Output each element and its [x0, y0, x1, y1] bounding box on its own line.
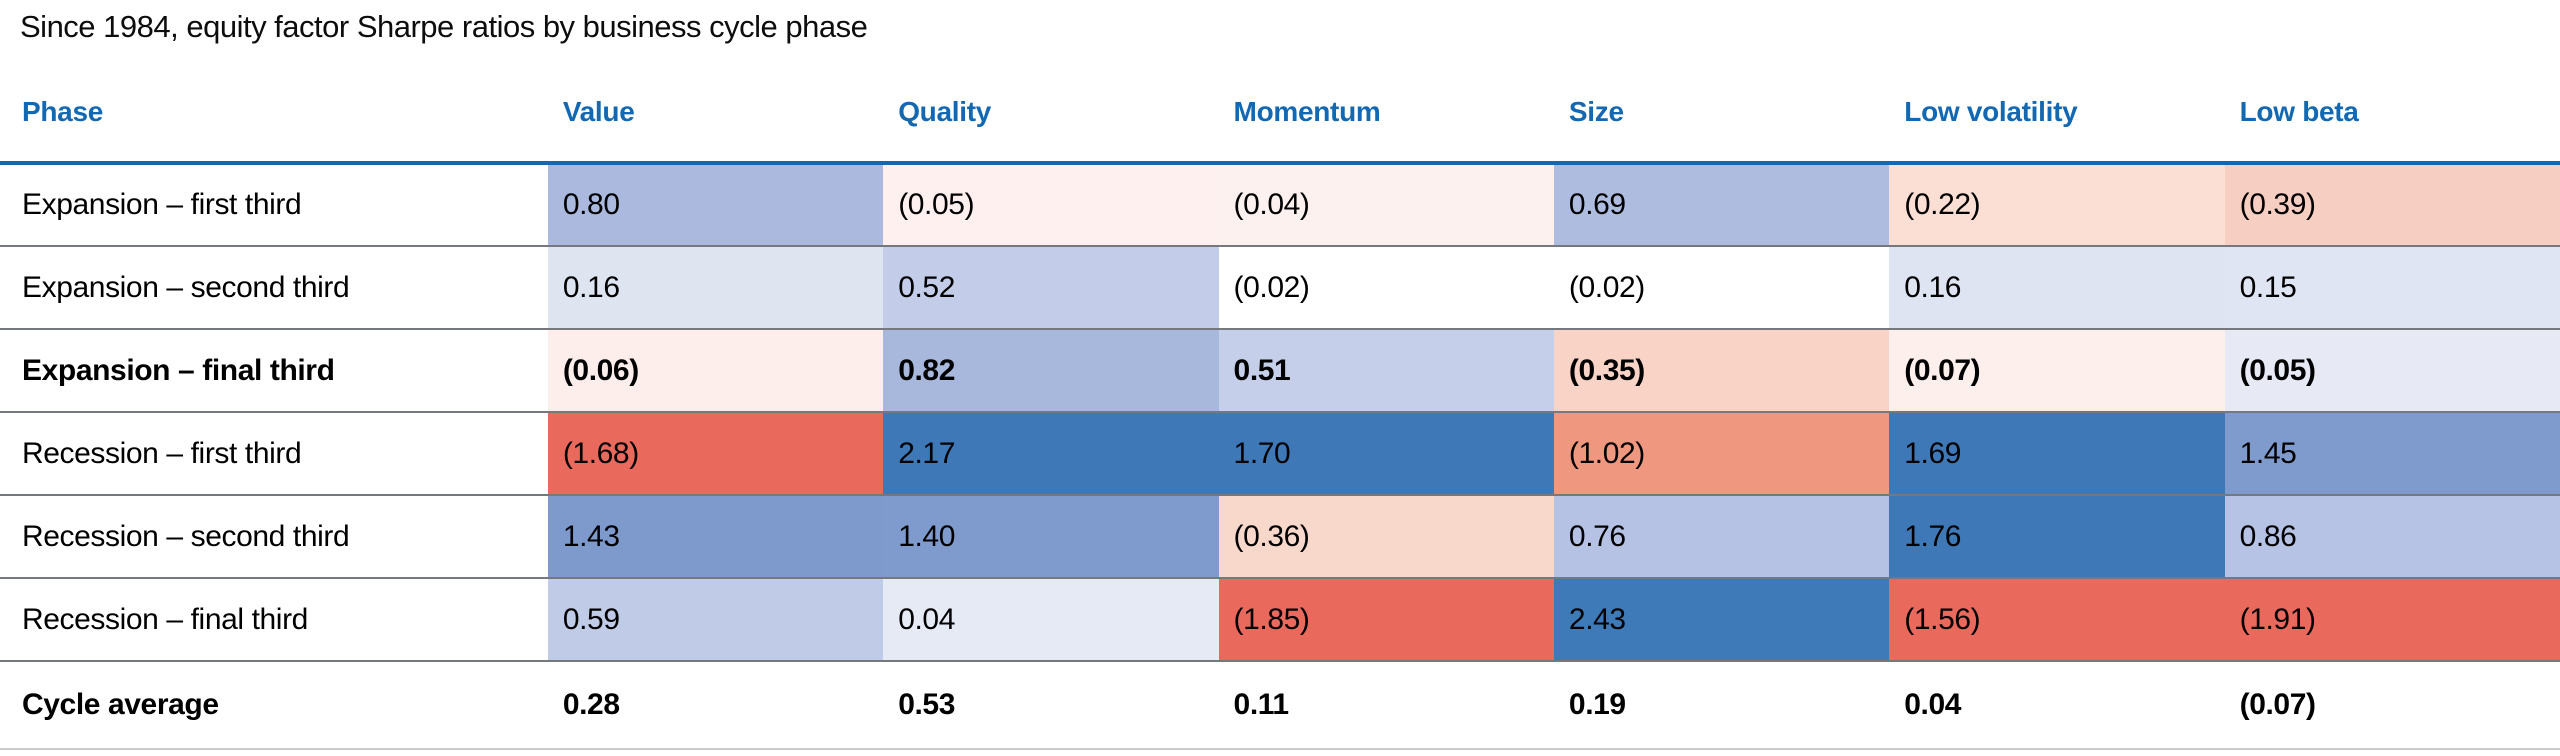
value-cell: 2.43	[1553, 578, 1890, 661]
value-cell: (1.02)	[1553, 412, 1890, 495]
column-header-size: Size	[1568, 96, 1624, 127]
value-cell: 0.86	[2224, 495, 2560, 578]
value-cell: 0.16	[1889, 246, 2225, 329]
value-cell: 0.80	[547, 163, 884, 246]
table-row: Recession – first third (1.68) 2.17 1.70 (1.…	[0, 412, 2560, 495]
table-header: Phase Value Quality Momentum Size Low vo…	[0, 47, 2560, 163]
value-cell: 0.59	[547, 578, 884, 661]
column-header-quality: Quality	[898, 96, 991, 127]
value-cell: (1.68)	[547, 412, 884, 495]
value-cell: 0.28	[547, 661, 884, 749]
value-cell: 0.04	[1889, 661, 2225, 749]
value-cell: (0.36)	[1218, 495, 1554, 578]
value-cell: (0.02)	[1553, 246, 1890, 329]
value-cell: (0.04)	[1218, 163, 1554, 246]
value-cell: (0.07)	[1889, 329, 2225, 412]
value-cell: 0.51	[1218, 329, 1554, 412]
value-cell: 1.69	[1889, 412, 2225, 495]
value-cell: (1.91)	[2224, 578, 2560, 661]
value-cell: 0.19	[1553, 661, 1890, 749]
value-cell: 0.82	[883, 329, 1219, 412]
value-cell: (0.05)	[883, 163, 1219, 246]
table-row: Recession – final third 0.59 0.04 (1.85) 2.4…	[0, 578, 2560, 661]
value-cell: 2.17	[883, 412, 1219, 495]
column-header-phase: Phase	[22, 96, 103, 127]
value-cell: (0.06)	[547, 329, 884, 412]
sharpe-ratio-heatmap-table: Phase Value Quality Momentum Size Low vo…	[0, 47, 2560, 750]
value-cell: (0.02)	[1218, 246, 1554, 329]
column-header-low-beta: Low beta	[2239, 96, 2359, 127]
value-cell: 0.04	[883, 578, 1219, 661]
value-cell: 1.43	[547, 495, 884, 578]
value-cell: (0.07)	[2224, 661, 2560, 749]
row-label: Expansion – second third	[0, 246, 548, 329]
row-label: Expansion – first third	[0, 163, 548, 246]
value-cell: (1.56)	[1889, 578, 2225, 661]
value-cell: (0.35)	[1553, 329, 1890, 412]
value-cell: 0.11	[1218, 661, 1554, 749]
value-cell: 0.53	[883, 661, 1219, 749]
value-cell: (0.39)	[2224, 163, 2560, 246]
table-row: Recession – second third 1.43 1.40 (0.36) 0.…	[0, 495, 2560, 578]
column-header-low-volatility: Low volatility	[1904, 96, 2078, 127]
column-header-momentum: Momentum	[1233, 96, 1381, 127]
row-label: Cycle average	[0, 661, 548, 749]
value-cell: 0.16	[547, 246, 884, 329]
value-cell: (0.22)	[1889, 163, 2225, 246]
table-row: Expansion – second third 0.16 0.52 (0.02) (0…	[0, 246, 2560, 329]
table-body: Expansion – first third 0.80 (0.05) (0.04) 0…	[0, 163, 2560, 749]
value-cell: 0.52	[883, 246, 1219, 329]
header-row: Phase Value Quality Momentum Size Low vo…	[0, 47, 2560, 163]
cycle-average-row: Cycle average 0.28 0.53 0.11 0.19 0.04 (0.07)	[0, 661, 2560, 749]
table-row: Expansion – final third (0.06) 0.82 0.51 (0.…	[0, 329, 2560, 412]
value-cell: 0.15	[2224, 246, 2560, 329]
value-cell: 1.76	[1889, 495, 2225, 578]
value-cell: 1.45	[2224, 412, 2560, 495]
column-header-value: Value	[562, 96, 635, 127]
value-cell: (0.05)	[2224, 329, 2560, 412]
row-label: Recession – second third	[0, 495, 548, 578]
table-row: Expansion – first third 0.80 (0.05) (0.04) 0…	[0, 163, 2560, 246]
value-cell: (1.85)	[1218, 578, 1554, 661]
chart-title: Since 1984, equity factor Sharpe ratios …	[20, 9, 868, 44]
value-cell: 0.76	[1553, 495, 1890, 578]
row-label: Recession – final third	[0, 578, 548, 661]
row-label: Recession – first third	[0, 412, 548, 495]
value-cell: 0.69	[1553, 163, 1890, 246]
value-cell: 1.40	[883, 495, 1219, 578]
row-label: Expansion – final third	[0, 329, 548, 412]
value-cell: 1.70	[1218, 412, 1554, 495]
